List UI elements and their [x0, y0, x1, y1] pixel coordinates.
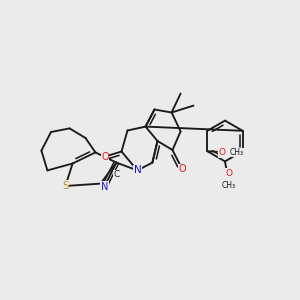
Text: N: N	[134, 165, 141, 176]
Text: O: O	[101, 152, 109, 162]
Text: O: O	[225, 169, 232, 178]
Text: O: O	[178, 164, 186, 175]
Text: N: N	[101, 182, 108, 192]
Text: S: S	[62, 181, 69, 191]
Text: C: C	[113, 170, 119, 179]
Text: CH₃: CH₃	[230, 148, 244, 157]
Text: O: O	[218, 148, 225, 157]
Text: CH₃: CH₃	[221, 181, 236, 190]
